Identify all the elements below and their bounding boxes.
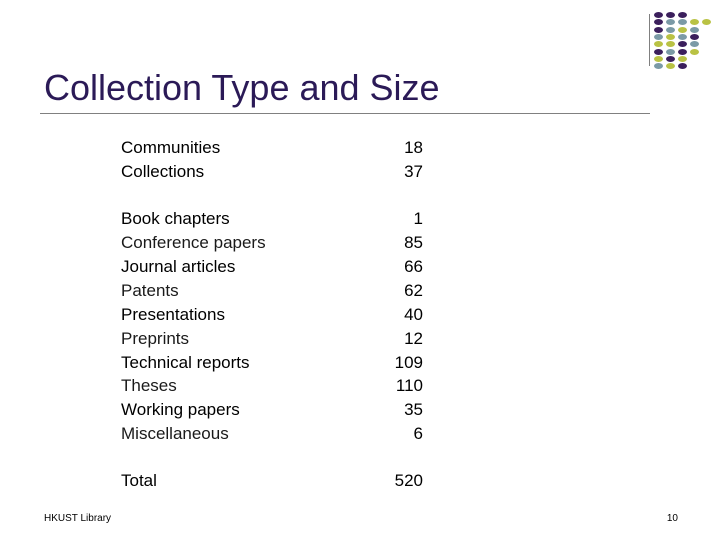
row-label: Preprints [121,329,190,348]
decorative-dot [666,33,675,40]
decorative-dot [666,41,675,48]
decorative-dot [666,48,675,55]
table-row-conference-papers: Conference papers 85 [121,231,423,255]
row-label: Presentations [121,305,225,324]
decorative-dot [654,26,663,33]
table-row-collections: Collections 37 [121,160,423,184]
decorative-dot [690,26,699,33]
row-value: 18 [404,138,423,157]
footer-organization: HKUST Library [44,513,112,524]
row-value: 6 [413,424,423,443]
row-value: 12 [404,329,423,348]
table-row-preprints: Preprints 12 [121,327,423,351]
decorative-dot [654,12,663,18]
decorative-dot [678,26,687,33]
decorative-dot [666,19,675,26]
decorative-dot [678,55,687,62]
decorative-dot [678,41,687,48]
row-value: 1 [413,209,423,228]
table-row-presentations: Presentations 40 [121,303,423,327]
decorative-dot [702,19,711,26]
table-row-communities: Communities 18 [121,136,423,160]
table-row-miscellaneous: Miscellaneous 6 [121,422,423,446]
decorative-dot [654,19,663,26]
decorative-dot [666,55,675,62]
decorative-dot [678,33,687,40]
decorative-dot [666,12,675,18]
decorative-dot [690,33,699,40]
table-row-working-papers: Working papers 35 [121,398,423,422]
decorative-dot [666,26,675,33]
row-label: Technical reports [121,353,250,372]
decorative-dot [690,41,699,48]
row-label: Working papers [121,400,240,419]
row-value: 110 [395,376,423,395]
decorative-dot [678,48,687,55]
decorative-dot [690,48,699,55]
row-value: 85 [404,233,423,252]
row-value: 62 [404,281,423,300]
decorative-dot [654,48,663,55]
row-value: 520 [394,471,423,490]
row-value: 37 [404,162,423,181]
decorative-dot [678,19,687,26]
row-label: Theses [121,376,177,395]
decorative-dot-grid [654,12,720,70]
decorative-dot [678,63,687,70]
row-label: Journal articles [121,257,236,276]
row-label: Conference papers [121,233,266,252]
decorative-dot [654,63,663,70]
row-value: 35 [404,400,423,419]
decorative-dot [654,41,663,48]
row-value: 40 [404,305,423,324]
row-label: Communities [121,138,221,157]
row-label: Book chapters [121,209,230,228]
row-label: Miscellaneous [121,424,229,443]
decorative-dot [678,12,687,18]
decorative-dot [654,55,663,62]
row-value: 109 [394,353,423,372]
row-label: Total [121,471,157,490]
table-row-journal-articles: Journal articles 66 [121,255,423,279]
slide-title: Collection Type and Size [44,67,440,108]
table-row-book-chapters: Book chapters 1 [121,207,423,231]
table-row-technical-reports: Technical reports 109 [121,351,423,375]
row-value: 66 [404,257,423,276]
decorative-vertical-rule [649,14,650,66]
decorative-dot [654,33,663,40]
table-row-patents: Patents 62 [121,279,423,303]
table-row-total: Total 520 [121,469,423,493]
row-label: Collections [121,162,205,181]
decorative-dot [666,63,675,70]
decorative-dot [690,19,699,26]
row-label: Patents [121,281,179,300]
page-number: 10 [666,513,678,524]
table-row-theses: Theses 110 [121,374,423,398]
title-underline [40,113,650,114]
